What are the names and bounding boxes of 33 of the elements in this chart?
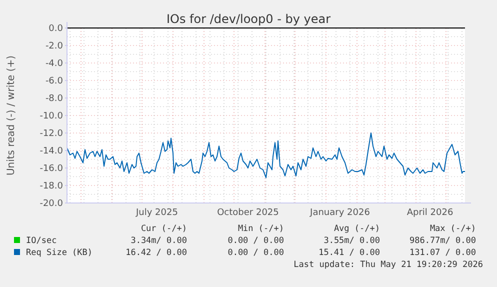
y-tick-label: -2.0 [45,42,64,52]
text: Max (-/+) [430,224,476,234]
text: 3.34m/ 0.00 [130,236,187,246]
text: 0.00 / 0.00 [228,236,284,246]
text: 0.00 / 0.00 [228,248,284,258]
x-tick-label: July 2025 [135,208,178,218]
text: 16.42 / 0.00 [126,248,187,258]
text: Last update: Thu May 21 19:20:29 2026 [294,260,483,270]
text: 15.41 / 0.00 [318,248,380,258]
y-tick-label: -6.0 [45,76,64,87]
y-axis-title: Units read (-) / write (+) [6,55,17,176]
text: Cur (-/+) [140,224,187,234]
legend-label: IO/sec [26,236,57,246]
chart-title: IOs for /dev/loop0 - by year [166,12,331,26]
y-tick-label: -12.0 [40,129,64,140]
text: Min (-/+) [238,224,284,234]
y-tick-label: -16.0 [40,164,64,174]
y-tick-label: -14.0 [40,146,64,157]
y-tick-label: 0.0 [48,24,64,34]
x-tick-label: January 2026 [309,208,370,218]
text: Avg (-/+) [334,224,380,234]
x-tick-label: October 2025 [217,208,279,218]
text: 3.55m/ 0.00 [324,236,380,246]
x-tick-label: April 2026 [406,208,454,218]
y-tick-label: -18.0 [40,182,64,192]
legend-label: Req Size (KB) [26,248,93,258]
y-tick-label: -20.0 [40,199,64,210]
y-tick-label: -8.0 [45,94,64,104]
y-tick-label: -10.0 [40,112,64,122]
text: 131.07 / 0.00 [409,248,476,258]
y-tick-label: -4.0 [45,59,64,70]
line-series [66,132,466,178]
text: 986.77m/ 0.00 [409,236,476,246]
